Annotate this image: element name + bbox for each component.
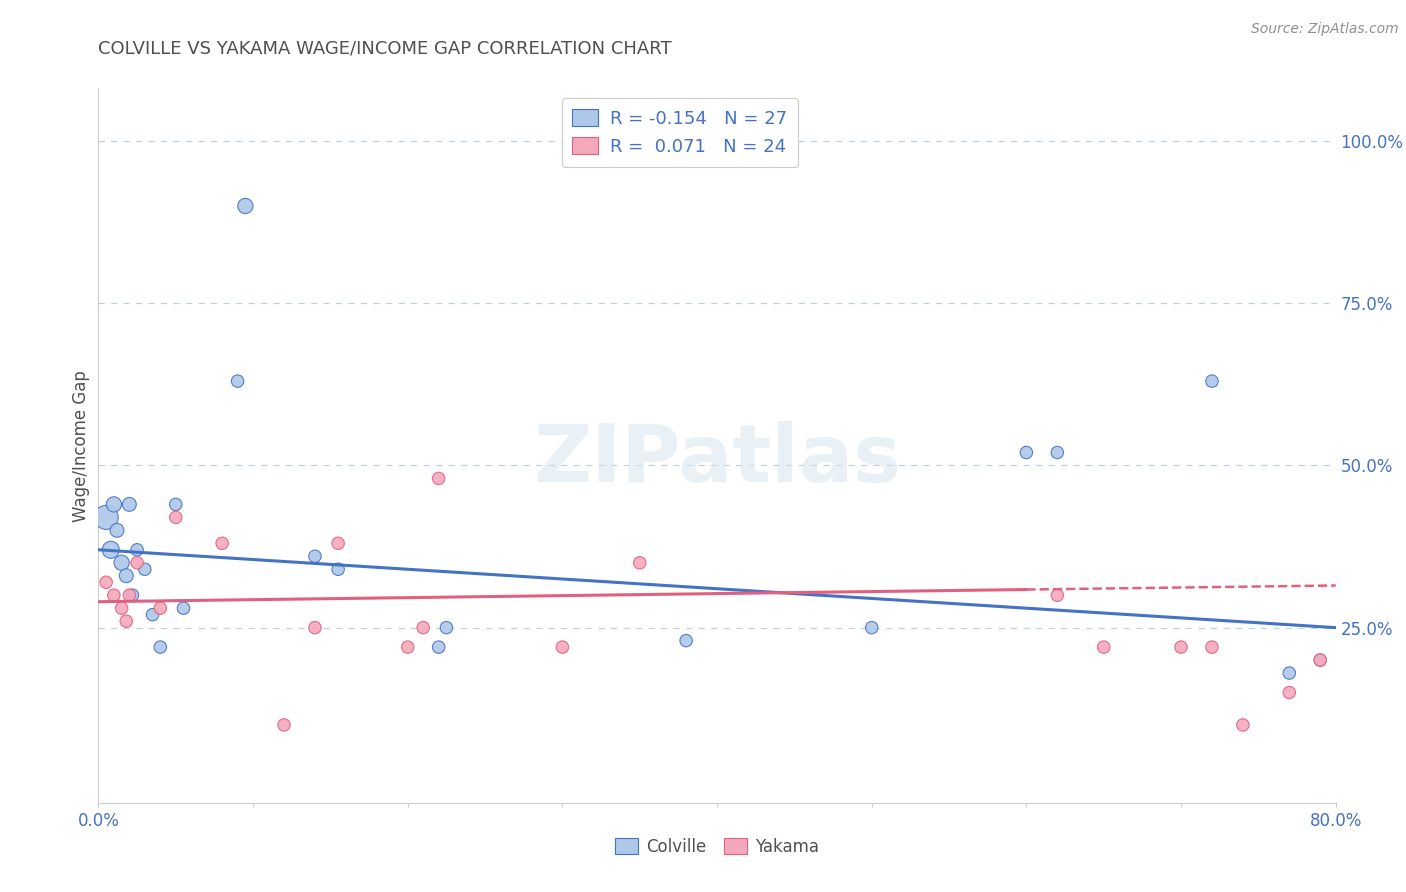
Point xyxy=(1278,685,1301,699)
Point xyxy=(211,536,233,550)
Point xyxy=(1232,718,1254,732)
Point xyxy=(326,562,350,576)
Point xyxy=(326,536,350,550)
Text: COLVILLE VS YAKAMA WAGE/INCOME GAP CORRELATION CHART: COLVILLE VS YAKAMA WAGE/INCOME GAP CORRE… xyxy=(98,40,672,58)
Point xyxy=(304,549,326,564)
Point xyxy=(436,621,458,635)
Text: Source: ZipAtlas.com: Source: ZipAtlas.com xyxy=(1251,22,1399,37)
Point xyxy=(118,588,141,602)
Point xyxy=(304,621,326,635)
Point xyxy=(121,588,143,602)
Point xyxy=(115,568,138,582)
Point xyxy=(118,497,141,511)
Point xyxy=(1170,640,1192,654)
Point xyxy=(165,510,187,524)
Point xyxy=(142,607,165,622)
Point xyxy=(149,640,172,654)
Point xyxy=(675,633,697,648)
Point xyxy=(165,497,187,511)
Point xyxy=(1309,653,1331,667)
Y-axis label: Wage/Income Gap: Wage/Income Gap xyxy=(72,370,90,522)
Point xyxy=(1309,653,1331,667)
Point xyxy=(1046,445,1069,459)
Point xyxy=(103,588,125,602)
Point xyxy=(396,640,419,654)
Point xyxy=(103,497,125,511)
Point xyxy=(235,199,257,213)
Point xyxy=(1015,445,1038,459)
Point xyxy=(134,562,156,576)
Point xyxy=(412,621,434,635)
Point xyxy=(1046,588,1069,602)
Point xyxy=(96,575,118,590)
Point xyxy=(1201,640,1223,654)
Point xyxy=(551,640,574,654)
Point xyxy=(111,556,134,570)
Point xyxy=(173,601,195,615)
Point xyxy=(226,374,249,388)
Point xyxy=(111,601,134,615)
Point xyxy=(860,621,883,635)
Point xyxy=(273,718,295,732)
Point xyxy=(628,556,651,570)
Point xyxy=(149,601,172,615)
Point xyxy=(1201,374,1223,388)
Point xyxy=(127,542,149,557)
Point xyxy=(427,640,450,654)
Point xyxy=(96,510,118,524)
Point xyxy=(100,542,122,557)
Point xyxy=(105,524,128,538)
Point xyxy=(1092,640,1115,654)
Point xyxy=(115,614,138,628)
Legend: Colville, Yakama: Colville, Yakama xyxy=(609,831,825,863)
Text: ZIPatlas: ZIPatlas xyxy=(533,421,901,500)
Point xyxy=(127,556,149,570)
Point xyxy=(427,471,450,485)
Point xyxy=(1278,666,1301,681)
